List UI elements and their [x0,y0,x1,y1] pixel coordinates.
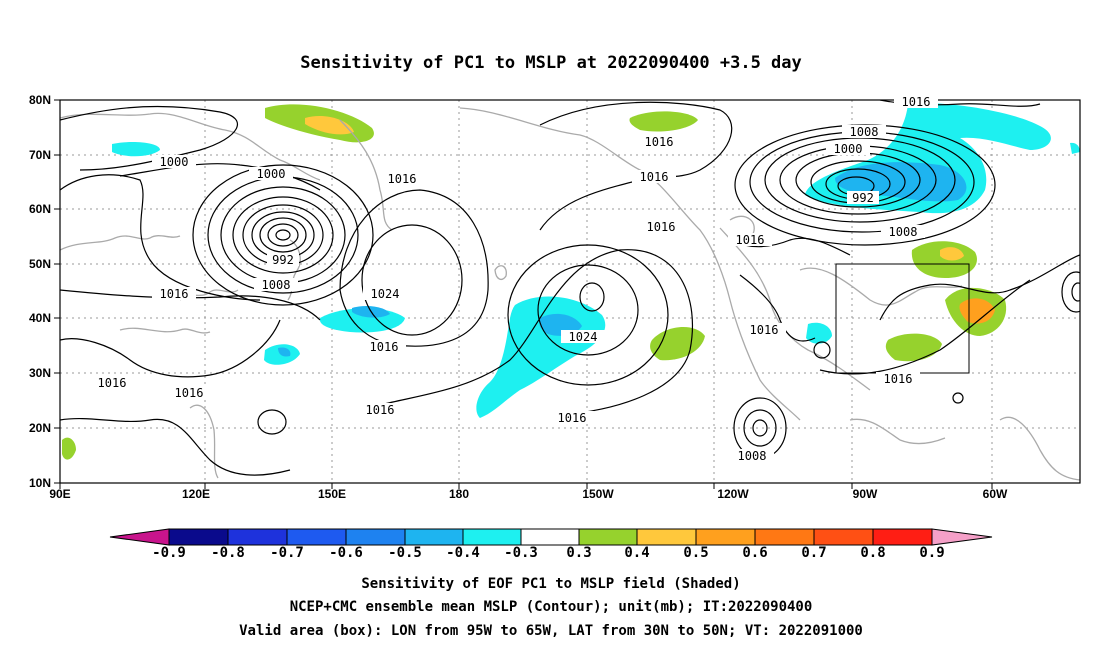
contour-label: 1008 [889,225,918,239]
caption-line-3: Valid area (box): LON from 95W to 65W, L… [239,623,863,639]
colorbar-swatch [168,528,229,546]
contour-label: 1008 [262,278,291,292]
contour-label: 1008 [850,125,879,139]
lon-axis: 90E 120E 150E 180 150W 120W 90W 60W [49,483,1008,501]
contour-label: 1024 [569,330,598,344]
map-panel: 1016 1000 1016 1008 1000 992 1008 1016 1… [29,93,1081,501]
sensitivity-shading [62,103,1080,460]
colorbar-label: -0.4 [446,545,480,561]
lon-label: 60W [983,487,1008,501]
colorbar-swatch [345,528,406,546]
lat-axis: 80N 70N 60N 50N 40N 30N 20N 10N [29,93,60,490]
colorbar-label: -0.3 [504,545,538,561]
figure-title: Sensitivity of PC1 to MSLP at 2022090400… [300,53,802,73]
colorbar-label: 0.3 [566,545,591,561]
colorbar-swatch [462,528,522,546]
lat-label: 30N [29,366,51,380]
colorbar-swatch [754,528,815,546]
colorbar-high-extend [931,528,993,546]
lat-label: 10N [29,476,51,490]
contour-label: 1016 [366,403,395,417]
colorbar-label: -0.6 [329,545,363,561]
caption-line-1: Sensitivity of EOF PC1 to MSLP field (Sh… [361,576,740,592]
lat-label: 20N [29,421,51,435]
lon-label: 150W [582,487,614,501]
coastlines [60,107,1080,481]
lat-label: 40N [29,311,51,325]
contour-label: 1024 [371,287,400,301]
colorbar-label: -0.7 [270,545,304,561]
colorbar-swatch [404,528,464,546]
colorbar-swatch [872,528,933,546]
lon-label: 120W [717,487,749,501]
colorbar-swatch [286,528,347,546]
lat-label: 80N [29,93,51,107]
colorbar-swatch [695,528,756,546]
colorbar-label: 0.8 [860,545,885,561]
lat-label: 60N [29,202,51,216]
colorbar-label: 0.4 [624,545,649,561]
contour-label: 1016 [902,95,931,109]
colorbar: -0.9 -0.8 -0.7 -0.6 -0.5 -0.4 -0.3 0.3 0… [109,528,993,561]
colorbar-swatch [578,528,638,546]
colorbar-swatch [813,528,874,546]
colorbar-swatch [227,528,288,546]
contour-label: 1000 [160,155,189,169]
colorbar-low-extend [109,528,170,546]
lon-label: 150E [318,487,346,501]
contour-label: 1016 [370,340,399,354]
map-border [59,99,1081,484]
lon-label: 90W [853,487,878,501]
lon-label: 90E [49,487,70,501]
lat-label: 50N [29,257,51,271]
colorbar-label: 0.7 [801,545,826,561]
colorbar-label: -0.9 [152,545,186,561]
contour-label: 1000 [834,142,863,156]
contour-label-group: 1016 1000 1016 1008 1000 992 1008 1016 1… [90,95,938,463]
contour-label: 1016 [640,170,669,184]
contour-label: 1016 [558,411,587,425]
contour-label: 1016 [160,287,189,301]
colorbar-label: 0.9 [919,545,944,561]
contour-label: 1016 [647,220,676,234]
caption-line-2: NCEP+CMC ensemble mean MSLP (Contour); u… [290,599,813,615]
colorbar-swatch [520,528,580,546]
colorbar-label: -0.8 [211,545,245,561]
contour-label: 1000 [257,167,286,181]
colorbar-label: 0.5 [683,545,708,561]
colorbar-label: -0.5 [388,545,422,561]
contour-label: 1016 [736,233,765,247]
colorbar-swatch [636,528,697,546]
contour-label: 1008 [738,449,767,463]
contour-label: 1016 [175,386,204,400]
contour-label: 1016 [645,135,674,149]
contour-label: 1016 [884,372,913,386]
contour-label: 1016 [388,172,417,186]
lat-label: 70N [29,148,51,162]
colorbar-label: 0.6 [742,545,767,561]
contour-label: 992 [852,191,874,205]
contour-label: 1016 [750,323,779,337]
contour-label: 992 [272,253,294,267]
lon-label: 120E [182,487,210,501]
lon-label: 180 [449,487,469,501]
contour-label: 1016 [98,376,127,390]
